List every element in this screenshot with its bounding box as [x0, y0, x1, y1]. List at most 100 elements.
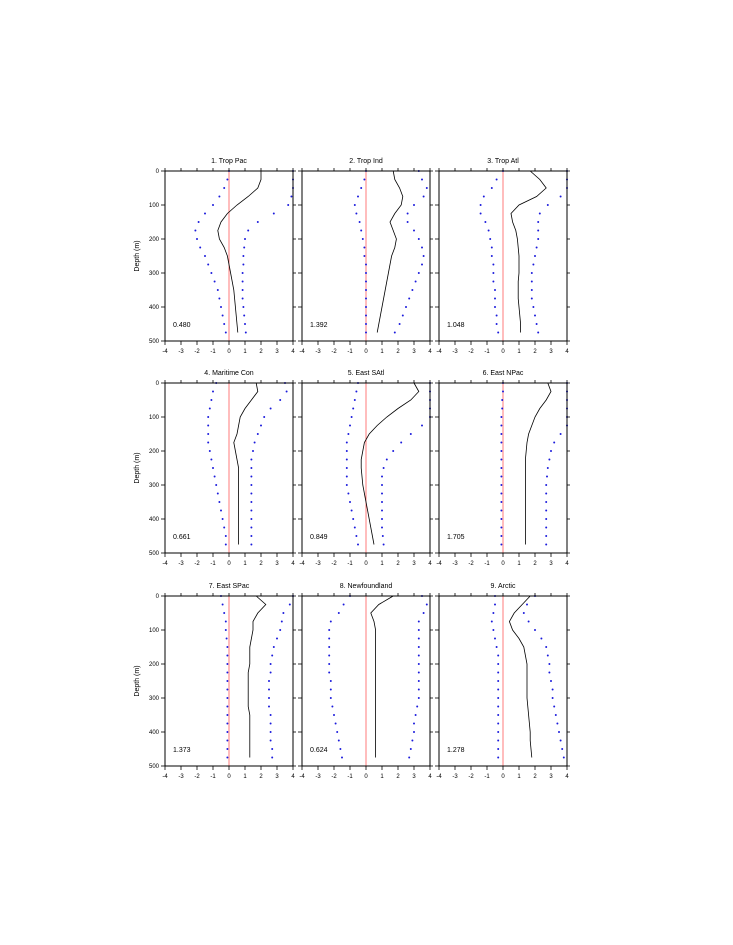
dotted-point [408, 297, 411, 300]
dotted-point [413, 731, 415, 733]
x-tick-label: -3 [178, 774, 184, 780]
dotted-point [492, 629, 495, 631]
dotted-point [400, 441, 403, 444]
dotted-point [500, 433, 503, 435]
y-tick-label: 200 [149, 449, 160, 455]
dotted-point [500, 424, 503, 427]
x-tick-label: -2 [194, 774, 200, 780]
dotted-point [409, 433, 412, 435]
dotted-point [226, 697, 229, 699]
dotted-point [244, 238, 246, 240]
dotted-point [417, 671, 420, 674]
dotted-point [226, 688, 229, 691]
dotted-point [363, 178, 366, 181]
dotted-point [224, 331, 227, 334]
panel-value: 1.392 [310, 322, 328, 329]
dotted-point [223, 612, 226, 614]
dotted-point [556, 722, 559, 725]
y-tick-label: 100 [149, 415, 160, 421]
dotted-point [558, 731, 560, 733]
dotted-point [250, 509, 253, 512]
x-tick-label: -1 [347, 561, 353, 567]
panel-value: 0.661 [173, 534, 191, 541]
x-tick-label: 0 [227, 774, 231, 780]
dotted-left-series [500, 382, 504, 546]
x-tick-label: 1 [243, 774, 247, 780]
dotted-point [500, 441, 503, 444]
dotted-point [382, 543, 385, 546]
panel-value: 1.373 [173, 747, 191, 754]
dotted-point [250, 526, 253, 529]
dotted-point [546, 654, 549, 657]
dotted-point [497, 714, 500, 716]
dotted-point [363, 246, 366, 249]
dotted-point [530, 297, 533, 300]
dotted-point [223, 526, 226, 529]
dotted-point [526, 603, 528, 606]
panel-1: 1. Trop Pac -4 -3 -2 -1 0 1 2 3 4 0 100 200 300 400 500… [134, 158, 296, 355]
dotted-point [226, 756, 229, 759]
dotted-point [210, 272, 213, 274]
dotted-point [497, 731, 500, 733]
x-tick-label: -3 [452, 561, 458, 567]
dotted-point [210, 458, 213, 461]
dotted-point [421, 263, 423, 266]
dotted-point [497, 756, 500, 759]
dotted-point [269, 739, 272, 742]
dotted-left-series [207, 382, 227, 546]
dotted-point [417, 663, 420, 665]
dotted-point [224, 535, 227, 537]
x-tick-label: 0 [364, 349, 368, 355]
dotted-point [490, 620, 493, 623]
dotted-point [497, 654, 500, 657]
dotted-point [490, 246, 493, 249]
dotted-point [414, 714, 417, 716]
x-tick-label: -4 [299, 774, 305, 780]
dotted-point [207, 441, 210, 444]
solid-series-line [217, 171, 262, 333]
dotted-point [559, 195, 562, 198]
x-tick-label: -4 [436, 774, 442, 780]
x-tick-label: -4 [162, 561, 168, 567]
x-tick-label: -2 [194, 561, 200, 567]
dotted-point [226, 731, 229, 733]
dotted-point [212, 390, 214, 393]
x-tick-label: 1 [380, 349, 384, 355]
dotted-point [535, 246, 538, 249]
dotted-point [365, 331, 367, 334]
dotted-point [417, 688, 420, 691]
dotted-point [345, 458, 348, 461]
dotted-point [272, 646, 275, 648]
dotted-point [497, 739, 500, 742]
dotted-point [350, 416, 353, 418]
dotted-point [329, 680, 332, 682]
dotted-point [532, 306, 535, 308]
dotted-left-series [345, 382, 359, 546]
dotted-point [345, 475, 348, 478]
dotted-point [500, 518, 503, 520]
dotted-point [226, 705, 229, 708]
dotted-point [345, 441, 348, 444]
dotted-point [385, 458, 388, 461]
dotted-point [417, 680, 420, 682]
dotted-point [548, 458, 551, 461]
dotted-point [417, 637, 420, 640]
dotted-point [417, 654, 420, 657]
x-tick-label: -1 [484, 349, 490, 355]
dotted-point [522, 612, 525, 614]
dotted-point [545, 484, 548, 486]
dotted-point [212, 467, 214, 469]
x-tick-label: -3 [452, 349, 458, 355]
dotted-point [535, 323, 538, 325]
dotted-point [497, 748, 500, 750]
dotted-point [546, 467, 549, 469]
dotted-point [224, 629, 227, 631]
dotted-left-series [328, 595, 351, 759]
dotted-left-series [490, 595, 500, 759]
x-tick-label: -1 [210, 774, 216, 780]
dotted-point [328, 637, 331, 640]
dotted-point [241, 280, 244, 283]
dotted-point [365, 323, 367, 325]
dotted-point [494, 637, 496, 640]
dotted-point [381, 492, 383, 495]
